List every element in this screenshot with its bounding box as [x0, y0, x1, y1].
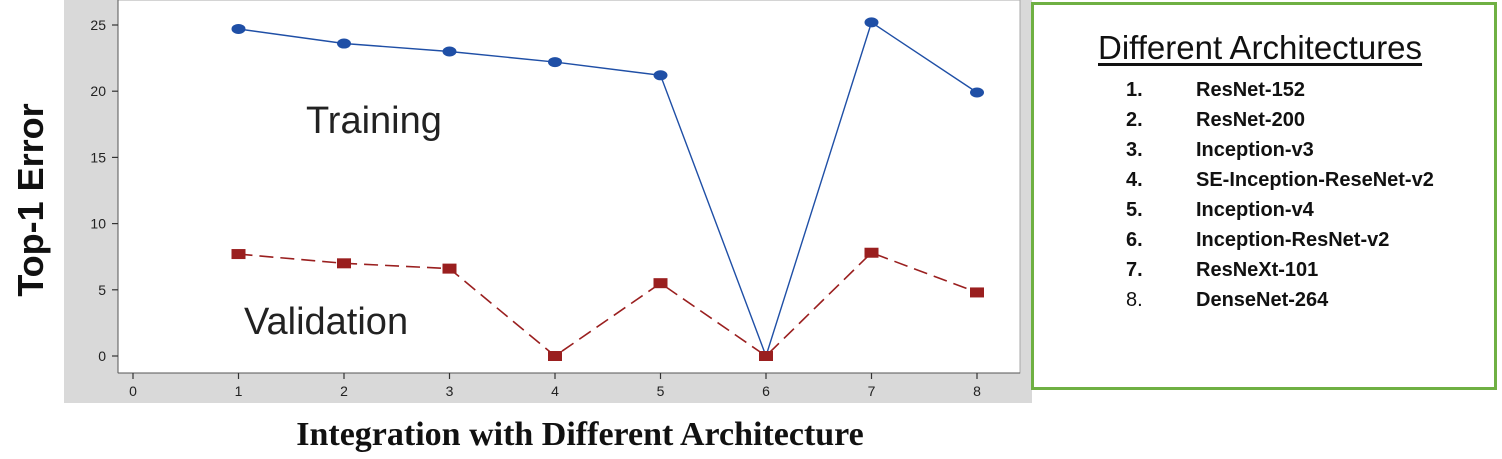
validation-point: [231, 249, 246, 260]
legend-item: 5. Inception-v4: [1126, 195, 1434, 225]
line-chart: 0 5 10 15 20 25 0 1 2 3 4 5 6 7 8 Training Validation: [64, 0, 1032, 403]
legend-item-label: ResNet-152: [1196, 79, 1305, 101]
y-tick-label: 0: [98, 348, 106, 364]
legend-item-number: 8.: [1126, 289, 1143, 311]
legend-item-number: 2.: [1126, 109, 1143, 131]
legend-item-number: 7.: [1126, 259, 1143, 281]
y-tick-label: 25: [90, 17, 106, 33]
plot-area: [117, 0, 1021, 374]
x-tick-label: 3: [446, 383, 454, 399]
validation-point: [548, 351, 562, 361]
legend-item: 2. ResNet-200: [1126, 105, 1434, 135]
x-tick-label: 6: [762, 383, 770, 399]
validation-point: [337, 258, 351, 269]
legend-item: 8. DenseNet-264: [1126, 285, 1434, 315]
x-tick-label: 0: [129, 383, 137, 399]
validation-point: [442, 263, 457, 274]
y-tick-label: 15: [90, 149, 106, 165]
legend-title: Different Architectures: [1098, 29, 1423, 66]
validation-point: [759, 351, 773, 361]
x-tick-label: 5: [657, 383, 665, 399]
legend-item-number: 6.: [1126, 229, 1143, 251]
training-point: [653, 70, 668, 81]
training-point: [337, 38, 351, 49]
validation-point: [653, 278, 668, 289]
annotation-validation: Validation: [244, 301, 408, 343]
training-point: [548, 57, 562, 68]
legend-item: 4. SE-Inception-ReseNet-v2: [1126, 165, 1434, 195]
legend-item: 6. Inception-ResNet-v2: [1126, 225, 1434, 255]
legend-item-label: Inception-ResNet-v2: [1196, 229, 1390, 251]
y-tick-label: 20: [90, 83, 106, 99]
validation-point: [864, 247, 879, 258]
legend-item-label: ResNet-200: [1196, 109, 1305, 131]
training-point: [442, 46, 457, 57]
legend-item-label: ResNeXt-101: [1196, 259, 1319, 281]
legend-list: 1. ResNet-152 2. ResNet-200 3. Inception-v3…: [1126, 75, 1434, 315]
legend-item-label: Inception-v3: [1196, 139, 1314, 161]
x-tick-label: 4: [551, 383, 559, 399]
training-point: [231, 23, 246, 34]
legend-item: 1. ResNet-152: [1126, 75, 1434, 105]
architecture-legend: Different Architectures 1. ResNet-152 2. R…: [1031, 2, 1497, 390]
x-tick-label: 2: [340, 383, 348, 399]
y-tick-label: 5: [98, 282, 106, 298]
legend-item-label: DenseNet-264: [1196, 289, 1329, 311]
x-axis-label: Integration with Different Architecture: [296, 416, 864, 453]
series-line-validation: [238, 251, 978, 358]
training-point: [970, 87, 984, 98]
legend-item: 3. Inception-v3: [1126, 135, 1434, 165]
annotation-training: Training: [306, 100, 442, 142]
x-tick-label: 8: [973, 383, 981, 399]
validation-point: [970, 287, 984, 298]
legend-item-label: Inception-v4: [1196, 199, 1314, 221]
x-tick-label: 1: [235, 383, 243, 399]
y-tick-label: 10: [90, 216, 106, 232]
legend-item-label: SE-Inception-ReseNet-v2: [1196, 169, 1434, 191]
legend-item: 7. ResNeXt-101: [1126, 255, 1434, 285]
training-point: [864, 17, 879, 28]
series-line-training: [238, 21, 978, 359]
x-tick-label: 7: [868, 383, 876, 399]
legend-item-number: 1.: [1126, 79, 1143, 101]
legend-item-number: 5.: [1126, 199, 1143, 221]
legend-item-number: 3.: [1126, 139, 1143, 161]
legend-item-number: 4.: [1126, 169, 1143, 191]
